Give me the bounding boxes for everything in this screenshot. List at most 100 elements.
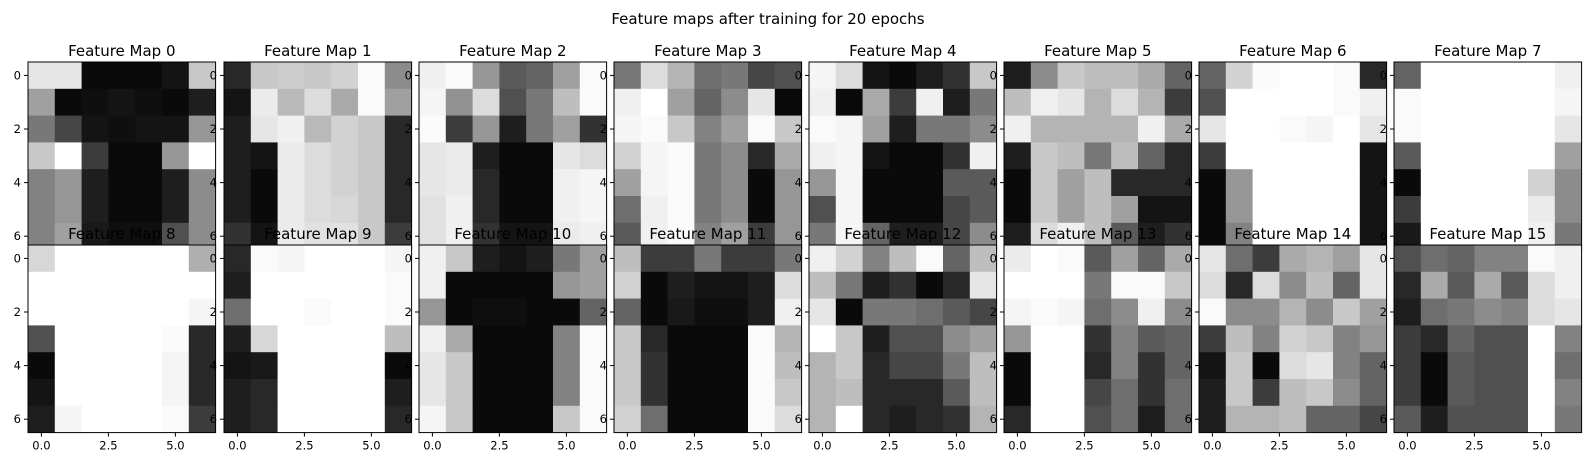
heatmap-cell bbox=[162, 325, 190, 353]
x-tick-label: 5.0 bbox=[362, 439, 380, 453]
heatmap-cell bbox=[774, 379, 802, 407]
heatmap-cell bbox=[499, 352, 527, 380]
heatmap-cell bbox=[419, 298, 447, 326]
heatmap-cell bbox=[28, 298, 56, 326]
heatmap-cell bbox=[1004, 352, 1032, 380]
heatmap-cell bbox=[1474, 405, 1502, 433]
heatmap-cell bbox=[774, 405, 802, 433]
y-tick-label: 4 bbox=[405, 176, 412, 190]
heatmap-cell bbox=[1447, 325, 1475, 353]
heatmap-cell bbox=[969, 88, 997, 116]
heatmap-cell bbox=[526, 245, 554, 273]
heatmap-cell bbox=[472, 352, 500, 380]
heatmap-cell bbox=[640, 298, 668, 326]
heatmap-cell bbox=[667, 379, 695, 407]
heatmap-cell bbox=[28, 115, 56, 143]
heatmap-cell bbox=[526, 196, 554, 224]
heatmap-cell bbox=[774, 115, 802, 143]
heatmap-cell bbox=[526, 115, 554, 143]
heatmap-cell bbox=[277, 142, 305, 170]
heatmap-cell bbox=[81, 298, 109, 326]
heatmap-cell bbox=[188, 379, 216, 407]
heatmap-cell bbox=[1084, 352, 1112, 380]
heatmap-cell bbox=[1279, 142, 1307, 170]
y-tick-label: 0 bbox=[1185, 68, 1192, 82]
heatmap-cell bbox=[445, 62, 473, 90]
heatmap-cell bbox=[358, 245, 386, 273]
heatmap-cell bbox=[1138, 142, 1166, 170]
heatmap-cell bbox=[943, 142, 971, 170]
heatmap-cell bbox=[809, 271, 837, 299]
heatmap-cell bbox=[445, 115, 473, 143]
heatmap-cell bbox=[1084, 298, 1112, 326]
heatmap-cell bbox=[1474, 169, 1502, 197]
heatmap-cell bbox=[277, 379, 305, 407]
heatmap-cell bbox=[1111, 245, 1139, 273]
heatmap-cell bbox=[889, 115, 917, 143]
heatmap-cell bbox=[472, 169, 500, 197]
heatmap-cell bbox=[721, 352, 749, 380]
heatmap-cell bbox=[835, 62, 863, 90]
heatmap-cell bbox=[835, 115, 863, 143]
heatmap-cell bbox=[277, 298, 305, 326]
heatmap-cell bbox=[1004, 115, 1032, 143]
heatmap-cell bbox=[250, 352, 278, 380]
heatmap-cell bbox=[1057, 298, 1085, 326]
y-tick-label: 0 bbox=[795, 251, 802, 265]
feature-map-panel-10: Feature Map 10 0.0 2.5 5.0 0 2 4 6 bbox=[405, 225, 608, 453]
heatmap-cell bbox=[969, 196, 997, 224]
y-tick-label: 4 bbox=[600, 359, 607, 373]
heatmap-cell bbox=[188, 245, 216, 273]
heatmap-cell bbox=[1394, 169, 1422, 197]
heatmap-cell bbox=[1138, 298, 1166, 326]
heatmap-cell bbox=[472, 405, 500, 433]
heatmap-cell bbox=[1554, 325, 1582, 353]
heatmap-cell bbox=[81, 405, 109, 433]
heatmap-cell bbox=[553, 271, 581, 299]
heatmap-cell bbox=[614, 62, 642, 90]
y-tick-label: 4 bbox=[990, 359, 997, 373]
heatmap-cell bbox=[809, 405, 837, 433]
heatmap-cell bbox=[1164, 271, 1192, 299]
heatmap-cell bbox=[250, 62, 278, 90]
heatmap-cell bbox=[419, 379, 447, 407]
panel-title: Feature Map 1 bbox=[264, 42, 371, 60]
heatmap-cell bbox=[224, 62, 252, 90]
heatmap-cell bbox=[1420, 325, 1448, 353]
heatmap-cell bbox=[1474, 115, 1502, 143]
heatmap-cell bbox=[358, 352, 386, 380]
heatmap-cell bbox=[472, 298, 500, 326]
heatmap-cell bbox=[1394, 405, 1422, 433]
heatmap-cell bbox=[54, 325, 82, 353]
heatmap-cell bbox=[1333, 298, 1361, 326]
heatmap-cell bbox=[384, 142, 412, 170]
heatmap-cell bbox=[721, 115, 749, 143]
heatmap-cell bbox=[943, 325, 971, 353]
heatmap-cell bbox=[1501, 352, 1529, 380]
heatmap-cell bbox=[1279, 115, 1307, 143]
heatmap-cell bbox=[384, 352, 412, 380]
heatmap-cell bbox=[28, 169, 56, 197]
heatmap-cell bbox=[748, 88, 776, 116]
y-tick-label: 2 bbox=[990, 305, 997, 319]
heatmap-cell bbox=[188, 62, 216, 90]
axes-frame bbox=[1393, 244, 1583, 434]
heatmap-cell bbox=[1359, 169, 1387, 197]
heatmap-cell bbox=[1359, 88, 1387, 116]
heatmap-cell bbox=[1057, 405, 1085, 433]
heatmap-cell bbox=[1554, 62, 1582, 90]
heatmap-cell bbox=[1111, 62, 1139, 90]
y-tick-label: 4 bbox=[600, 176, 607, 190]
panel-title: Feature Map 14 bbox=[1234, 225, 1351, 243]
heatmap-cell bbox=[224, 379, 252, 407]
panel-title: Feature Map 4 bbox=[849, 42, 956, 60]
heatmap-cell bbox=[331, 142, 359, 170]
heatmap-cell bbox=[835, 405, 863, 433]
heatmap-cell bbox=[862, 245, 890, 273]
heatmap-cell bbox=[81, 115, 109, 143]
heatmap-cell bbox=[250, 245, 278, 273]
heatmap-cell bbox=[640, 196, 668, 224]
heatmap-cell bbox=[1333, 62, 1361, 90]
heatmap-cell bbox=[721, 325, 749, 353]
heatmap-cell bbox=[108, 405, 136, 433]
